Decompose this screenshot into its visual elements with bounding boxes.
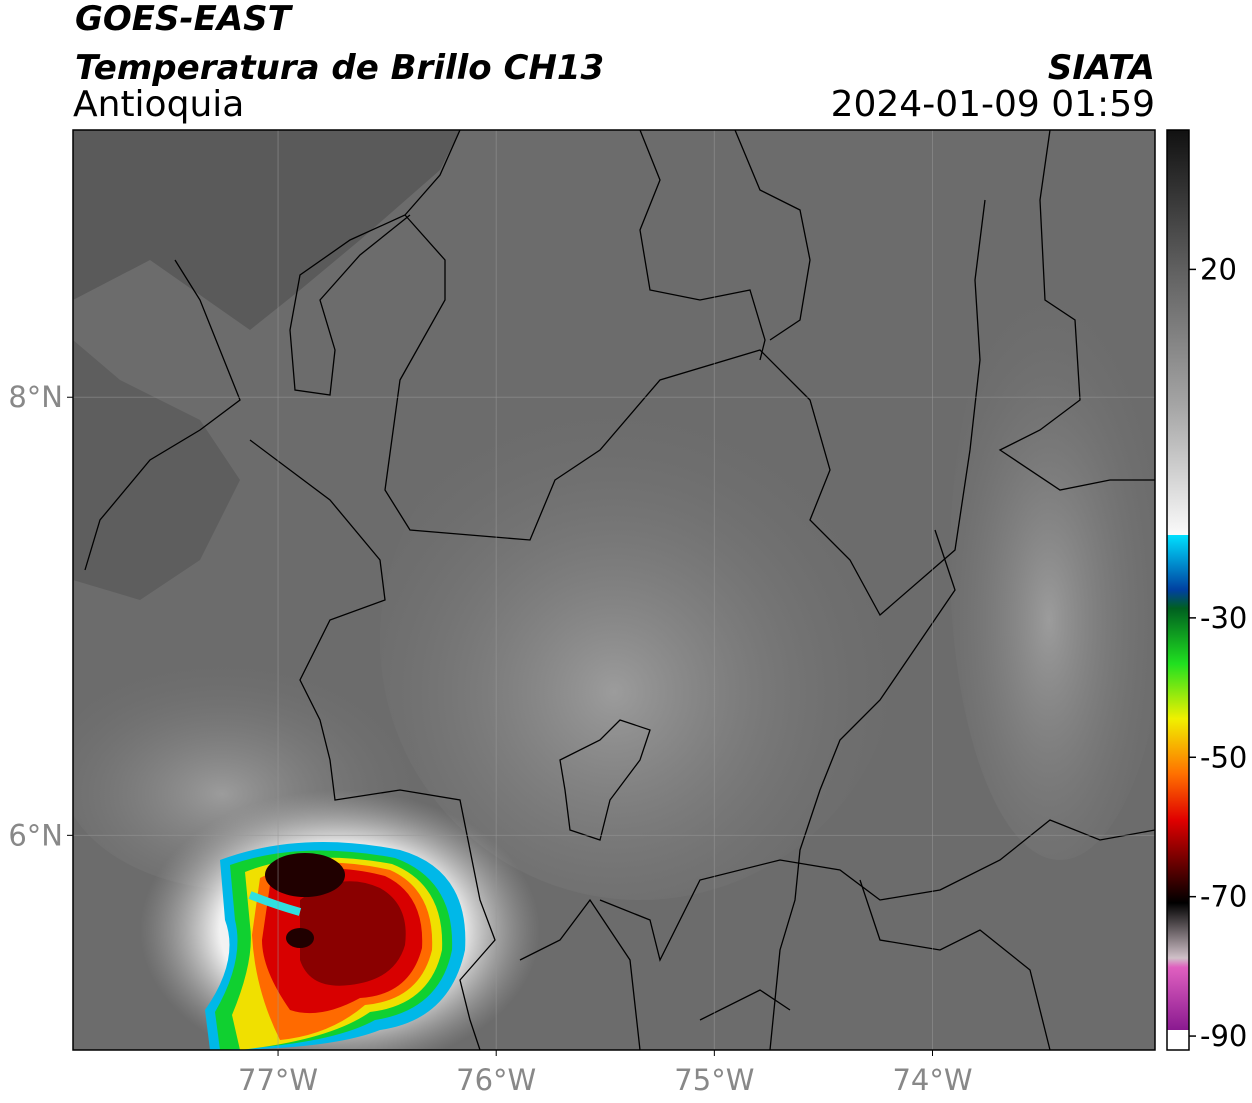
- subtitle: Temperatura de Brillo CH13: [75, 48, 604, 88]
- y-tick-label: 6°N: [8, 818, 63, 852]
- graticule: [73, 130, 1155, 1050]
- datetime: 2024-01-09 01:59: [831, 84, 1155, 125]
- colorbar: [1166, 129, 1190, 1051]
- x-tick-label: 74°W: [892, 1063, 972, 1097]
- x-tick-label: 75°W: [674, 1063, 754, 1097]
- x-tick-label: 76°W: [456, 1063, 536, 1097]
- map-frame: [72, 129, 1156, 1051]
- y-tick-label: 8°N: [8, 380, 63, 414]
- source: SIATA: [1048, 48, 1155, 88]
- title: GOES-EAST: [75, 0, 294, 39]
- region: Antioquia: [73, 84, 244, 125]
- colorbar-tick-label: -50: [1200, 740, 1247, 774]
- colorbar-tick-label: -30: [1200, 601, 1247, 635]
- colorbar-tick-label: 20: [1200, 252, 1237, 286]
- colorbar-tick-label: -90: [1200, 1019, 1247, 1053]
- x-tick-label: 77°W: [238, 1063, 318, 1097]
- colorbar-tick-label: -70: [1200, 880, 1247, 914]
- map-image: [73, 130, 1155, 1050]
